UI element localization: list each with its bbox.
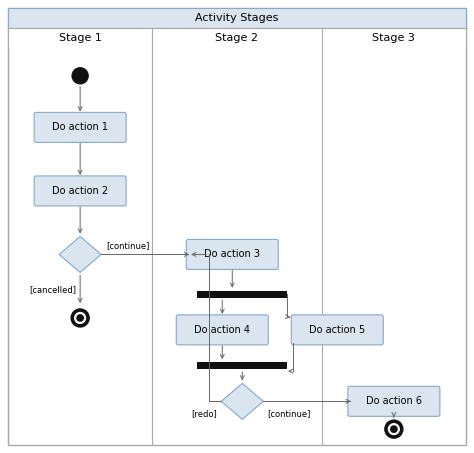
FancyBboxPatch shape [197,362,287,369]
FancyBboxPatch shape [291,315,383,345]
Text: Do action 1: Do action 1 [52,122,108,132]
Circle shape [75,313,85,323]
Circle shape [71,309,89,327]
Text: [cancelled]: [cancelled] [29,284,76,294]
Text: [continue]: [continue] [267,410,310,418]
FancyBboxPatch shape [176,315,268,345]
Polygon shape [221,383,263,419]
Text: Stage 3: Stage 3 [373,33,415,43]
Text: Stage 1: Stage 1 [59,33,101,43]
FancyBboxPatch shape [8,8,466,445]
FancyBboxPatch shape [8,28,466,48]
FancyBboxPatch shape [348,386,440,416]
Text: Do action 6: Do action 6 [366,396,422,406]
Text: Do action 3: Do action 3 [204,250,260,260]
Text: Do action 2: Do action 2 [52,186,108,196]
FancyBboxPatch shape [197,291,287,298]
Text: [continue]: [continue] [106,241,149,251]
Circle shape [385,420,403,438]
Text: Do action 4: Do action 4 [194,325,250,335]
Text: Activity Stages: Activity Stages [195,13,279,23]
Circle shape [389,424,399,434]
Text: [redo]: [redo] [191,410,217,418]
Text: Do action 5: Do action 5 [309,325,365,335]
FancyBboxPatch shape [34,112,126,142]
Circle shape [391,426,397,432]
FancyBboxPatch shape [8,8,466,28]
Text: Stage 2: Stage 2 [216,33,258,43]
Circle shape [72,68,88,84]
Circle shape [77,315,83,321]
Polygon shape [59,236,101,272]
FancyBboxPatch shape [34,176,126,206]
FancyBboxPatch shape [186,240,278,270]
